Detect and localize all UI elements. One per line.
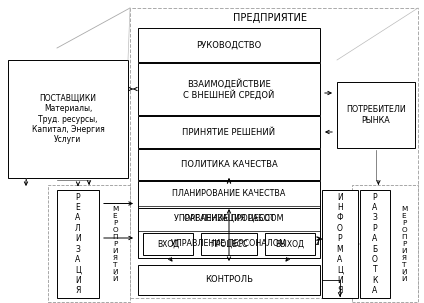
Bar — [130, 8, 418, 298]
Text: РУКОВОДСТВО: РУКОВОДСТВО — [196, 41, 262, 49]
Bar — [138, 28, 320, 62]
Bar — [138, 149, 320, 180]
Text: ПОЛИТИКА КАЧЕСТВА: ПОЛИТИКА КАЧЕСТВА — [181, 160, 277, 169]
Text: Р
Е
А
Л
И
З
А
Ц
И
Я: Р Е А Л И З А Ц И Я — [75, 193, 81, 295]
Bar — [48, 185, 130, 302]
Bar — [138, 181, 320, 256]
Bar — [322, 190, 358, 298]
Text: М
Е
Р
О
П
Р
И
Я
Т
И
Й: М Е Р О П Р И Я Т И Й — [112, 205, 118, 282]
Text: М
Е
Р
О
П
Р
И
Я
Т
И
Й: М Е Р О П Р И Я Т И Й — [401, 205, 407, 282]
Text: ПЛАНИРОВАНИЕ КАЧЕСТВА: ПЛАНИРОВАНИЕ КАЧЕСТВА — [172, 189, 286, 198]
Bar — [265, 233, 315, 255]
Text: ПРЕДПРИЯТИЕ: ПРЕДПРИЯТИЕ — [233, 13, 307, 23]
Bar — [201, 233, 257, 255]
Text: ПРИНЯТИЕ РЕШЕНИЙ: ПРИНЯТИЕ РЕШЕНИЙ — [182, 128, 276, 136]
Text: ВЗАИМОДЕЙСТВИЕ
С ВНЕШНЕЙ СРЕДОЙ: ВЗАИМОДЕЙСТВИЕ С ВНЕШНЕЙ СРЕДОЙ — [183, 78, 275, 100]
Text: ОРГАНИЗАЦИЯ РАБОТ: ОРГАНИЗАЦИЯ РАБОТ — [184, 214, 274, 223]
Text: УПРАВЛЕНИЕ ПРОЦЕССОМ: УПРАВЛЕНИЕ ПРОЦЕССОМ — [174, 214, 284, 222]
Text: И
Н
Ф
О
Р
М
А
Ц
И
Я: И Н Ф О Р М А Ц И Я — [337, 193, 343, 295]
Text: ПРОЦЕСС: ПРОЦЕСС — [210, 239, 248, 248]
Bar — [8, 60, 128, 178]
Bar — [138, 63, 320, 115]
Bar — [143, 233, 193, 255]
Bar — [57, 190, 99, 298]
Text: КОНТРОЛЬ: КОНТРОЛЬ — [205, 275, 253, 285]
Bar — [138, 116, 320, 148]
Text: ВХОД: ВХОД — [157, 239, 179, 248]
Bar — [138, 208, 320, 258]
Text: ПОТРЕБИТЕЛИ
РЫНКА: ПОТРЕБИТЕЛИ РЫНКА — [346, 105, 406, 125]
Text: УПРАВЛЕНИЕ ПЕРСОНАЛОМ: УПРАВЛЕНИЕ ПЕРСОНАЛОМ — [171, 239, 287, 248]
Text: Р
А
З
Р
А
Б
О
Т
К
А: Р А З Р А Б О Т К А — [372, 193, 378, 295]
Bar — [337, 82, 415, 148]
Bar — [360, 190, 390, 298]
Text: ВЫХОД: ВЫХОД — [276, 239, 304, 248]
Bar — [352, 185, 418, 302]
Bar — [138, 265, 320, 295]
Text: ПОСТАВЩИКИ
Материалы,
Труд. ресурсы,
Капитал, Энергия
Услуги: ПОСТАВЩИКИ Материалы, Труд. ресурсы, Кап… — [32, 94, 104, 144]
